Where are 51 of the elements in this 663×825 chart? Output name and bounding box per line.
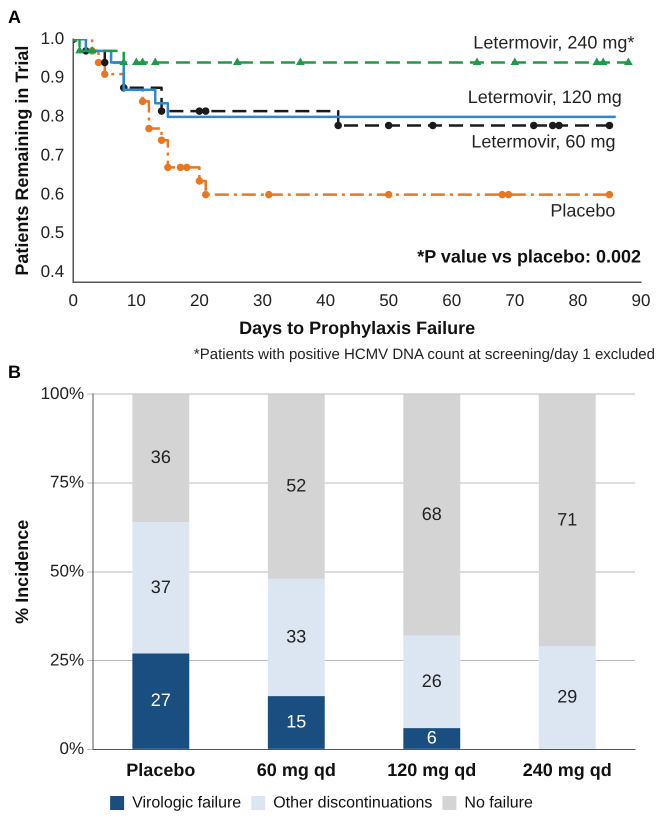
annotation: *P value vs placebo: 0.002 bbox=[417, 246, 641, 267]
data-label: 33 bbox=[286, 626, 306, 646]
x-tick-label: 50 bbox=[379, 290, 398, 310]
series-label: Letermovir, 120 mg bbox=[468, 86, 622, 107]
text: *Patients with positive HCMV DNA count at screening/day 1 excluded bbox=[192, 346, 655, 363]
y-tick-label: 75% bbox=[50, 472, 84, 492]
y-tick-label: 50% bbox=[50, 561, 84, 580]
data-label: 15 bbox=[286, 711, 306, 732]
y-axis-title: % Incidence bbox=[12, 520, 32, 624]
x-tick-label: 60 bbox=[442, 290, 462, 310]
y-axis-title: Patients Remaining in Trial bbox=[12, 46, 32, 276]
series-label: Placebo bbox=[550, 200, 616, 221]
x-tick-label: 240 mg qd bbox=[522, 760, 612, 780]
data-label: 37 bbox=[150, 576, 171, 597]
data-label: 52 bbox=[286, 476, 306, 496]
data-label: 71 bbox=[557, 509, 578, 530]
series-label: Letermovir, 240 mg* bbox=[473, 32, 634, 53]
series-label: Letermovir, 60 mg bbox=[471, 131, 616, 152]
y-tick-label: 0.8 bbox=[40, 106, 64, 126]
data-label: 27 bbox=[150, 690, 171, 710]
legend-label: Other discontinuations bbox=[273, 794, 432, 812]
x-tick-label: 20 bbox=[190, 290, 209, 310]
chart-title: B bbox=[8, 362, 22, 382]
x-axis-title: Days to Prophylaxis Failure bbox=[239, 318, 476, 338]
chart-title: A bbox=[8, 7, 22, 27]
x-tick-label: 10 bbox=[126, 290, 146, 310]
data-label: 6 bbox=[426, 727, 437, 748]
data-label: 68 bbox=[422, 504, 442, 524]
y-tick-label: 0.4 bbox=[40, 262, 64, 281]
x-tick-label: 60 mg qd bbox=[256, 760, 336, 780]
x-tick-label: 30 bbox=[253, 290, 272, 310]
data-label: 36 bbox=[150, 447, 171, 468]
x-tick-label: 0 bbox=[68, 290, 78, 310]
data-label: 26 bbox=[422, 670, 442, 691]
y-tick-label: 0% bbox=[60, 739, 84, 758]
x-tick-label: 40 bbox=[316, 290, 336, 310]
data-label: 29 bbox=[557, 686, 578, 707]
x-tick-label: 90 bbox=[632, 290, 650, 310]
y-tick-label: 25% bbox=[50, 650, 84, 670]
y-tick-label: 0.6 bbox=[40, 184, 64, 204]
x-tick-label: 120 mg qd bbox=[387, 760, 476, 780]
legend-label: No failure bbox=[464, 794, 533, 812]
y-tick-label: 100% bbox=[40, 384, 84, 403]
legend-label: Virologic failure bbox=[132, 794, 242, 812]
y-tick-label: 0.9 bbox=[40, 68, 64, 87]
x-tick-label: 80 bbox=[568, 290, 588, 310]
y-tick-label: 0.7 bbox=[40, 145, 64, 164]
x-tick-label: Placebo bbox=[126, 760, 196, 780]
y-tick-label: 1.0 bbox=[40, 28, 64, 48]
x-tick-label: 70 bbox=[505, 290, 524, 310]
y-tick-label: 0.5 bbox=[40, 223, 64, 242]
